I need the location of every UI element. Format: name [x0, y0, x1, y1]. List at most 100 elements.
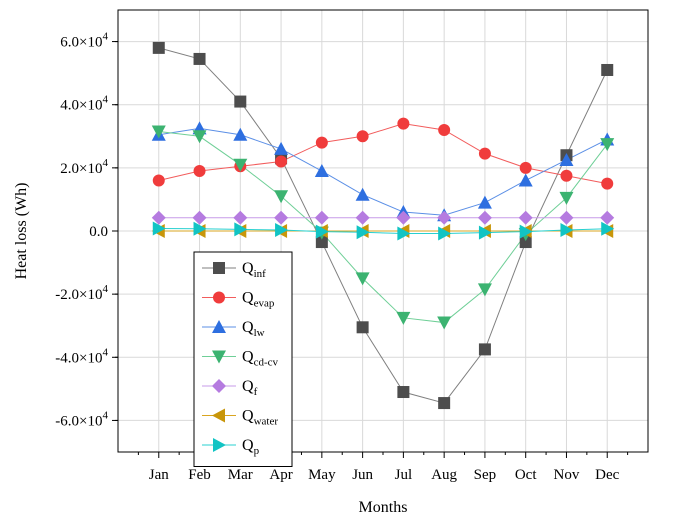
- data-point-f: [233, 210, 248, 225]
- series-markers: [151, 41, 615, 410]
- data-point-evap: [397, 117, 410, 130]
- data-point-cd-cv: [233, 158, 248, 172]
- data-point-lw: [274, 141, 289, 155]
- x-tick-label: May: [308, 467, 336, 483]
- legend-label-cd-cv: Qcd-cv: [242, 349, 278, 369]
- legend-label-inf: Qinf: [242, 260, 266, 280]
- data-point-inf: [438, 397, 451, 410]
- data-point-p: [478, 225, 492, 240]
- data-point-inf: [519, 236, 532, 249]
- data-point-f: [477, 210, 492, 225]
- x-tick-label: Oct: [515, 467, 537, 483]
- legend-marker-f: [212, 379, 226, 393]
- series-line-lw: [158, 127, 608, 216]
- data-point-cd-cv: [151, 125, 166, 139]
- data-point-f: [396, 210, 411, 225]
- data-point-p: [438, 226, 452, 241]
- data-point-cd-cv: [559, 191, 574, 205]
- data-point-lw: [559, 152, 574, 166]
- data-point-lw: [355, 187, 370, 201]
- x-tick-label: Jun: [352, 467, 373, 483]
- data-point-lw: [233, 127, 248, 141]
- data-point-f: [274, 210, 289, 225]
- legend-label-water: Qwater: [242, 408, 278, 428]
- data-point-p: [275, 223, 289, 238]
- axes: -6.0×104 -4.0×104 -2.0×104 0.0 2.0×104 4.0×10…: [55, 31, 629, 483]
- data-point-lw: [477, 195, 492, 209]
- y-tick-label: -6.0×104: [55, 409, 108, 429]
- legend-marker-p: [213, 438, 226, 452]
- data-point-evap: [601, 177, 614, 190]
- data-point-f: [314, 210, 329, 225]
- y-tick-label: -4.0×104: [55, 346, 108, 366]
- y-tick-label: -2.0×104: [55, 283, 108, 303]
- data-point-lw: [518, 173, 533, 187]
- data-point-inf: [193, 52, 206, 65]
- legend-marker-evap: [213, 291, 225, 304]
- data-point-cd-cv: [477, 283, 492, 297]
- y-axis-title: Heat loss (Wh): [13, 183, 30, 280]
- x-tick-label: Apr: [269, 467, 292, 483]
- x-tick-label: Feb: [188, 467, 211, 483]
- legend-label-f: Qf: [242, 378, 258, 398]
- data-point-evap: [275, 155, 288, 168]
- legend-label-lw: Qlw: [242, 319, 265, 339]
- x-tick-label: Sep: [474, 467, 497, 483]
- data-point-inf: [601, 63, 614, 76]
- data-point-p: [560, 223, 574, 238]
- data-point-cd-cv: [396, 311, 411, 325]
- data-point-p: [234, 222, 248, 237]
- data-point-f: [518, 210, 533, 225]
- legend-label-p: Qp: [242, 437, 260, 457]
- data-point-f: [151, 210, 166, 225]
- data-point-lw: [314, 164, 329, 178]
- data-point-p: [601, 221, 615, 236]
- data-point-cd-cv: [355, 272, 370, 286]
- data-point-inf: [152, 41, 165, 54]
- data-point-p: [193, 221, 207, 236]
- data-point-f: [355, 210, 370, 225]
- data-point-evap: [438, 123, 451, 136]
- y-tick-label: 2.0×104: [60, 157, 108, 177]
- data-point-f: [437, 210, 452, 225]
- x-tick-label: Dec: [595, 467, 619, 483]
- x-tick-label: Mar: [228, 467, 253, 483]
- data-point-p: [152, 221, 166, 236]
- x-axis-title: Months: [359, 499, 408, 516]
- data-point-cd-cv: [192, 130, 207, 144]
- legend-box: [193, 251, 293, 467]
- x-tick-label: Jul: [395, 467, 413, 483]
- legend-marker-water: [212, 408, 225, 423]
- data-point-evap: [560, 169, 573, 182]
- series-line-evap: [158, 123, 608, 185]
- y-tick-label: 6.0×104: [60, 31, 108, 51]
- data-point-inf: [234, 95, 247, 108]
- y-tick-label: 4.0×104: [60, 94, 108, 114]
- y-tick-label: 0.0: [89, 224, 108, 240]
- legend-marker-lw: [212, 320, 226, 333]
- data-point-evap: [193, 165, 206, 178]
- data-point-evap: [478, 147, 491, 160]
- data-point-f: [559, 210, 574, 225]
- data-point-f: [192, 210, 207, 225]
- data-point-cd-cv: [600, 138, 615, 152]
- data-point-f: [600, 210, 615, 225]
- data-point-evap: [519, 161, 532, 174]
- data-point-inf: [315, 236, 328, 249]
- data-point-p: [356, 225, 370, 240]
- series-line-p: [158, 227, 608, 235]
- data-point-cd-cv: [274, 190, 289, 204]
- grid-lines: [118, 10, 648, 452]
- data-point-inf: [356, 321, 369, 334]
- data-point-evap: [356, 130, 369, 143]
- data-point-p: [519, 224, 533, 239]
- legend-label-evap: Qevap: [242, 290, 275, 310]
- data-point-evap: [152, 174, 165, 187]
- legend: Qinf Qevap Qlw Qcd-cv Qf Qwater Qp: [193, 251, 293, 467]
- data-point-inf: [478, 343, 491, 356]
- x-tick-label: Jan: [149, 467, 169, 483]
- data-point-p: [315, 224, 329, 239]
- data-point-inf: [397, 386, 410, 399]
- legend-marker-inf: [213, 262, 225, 274]
